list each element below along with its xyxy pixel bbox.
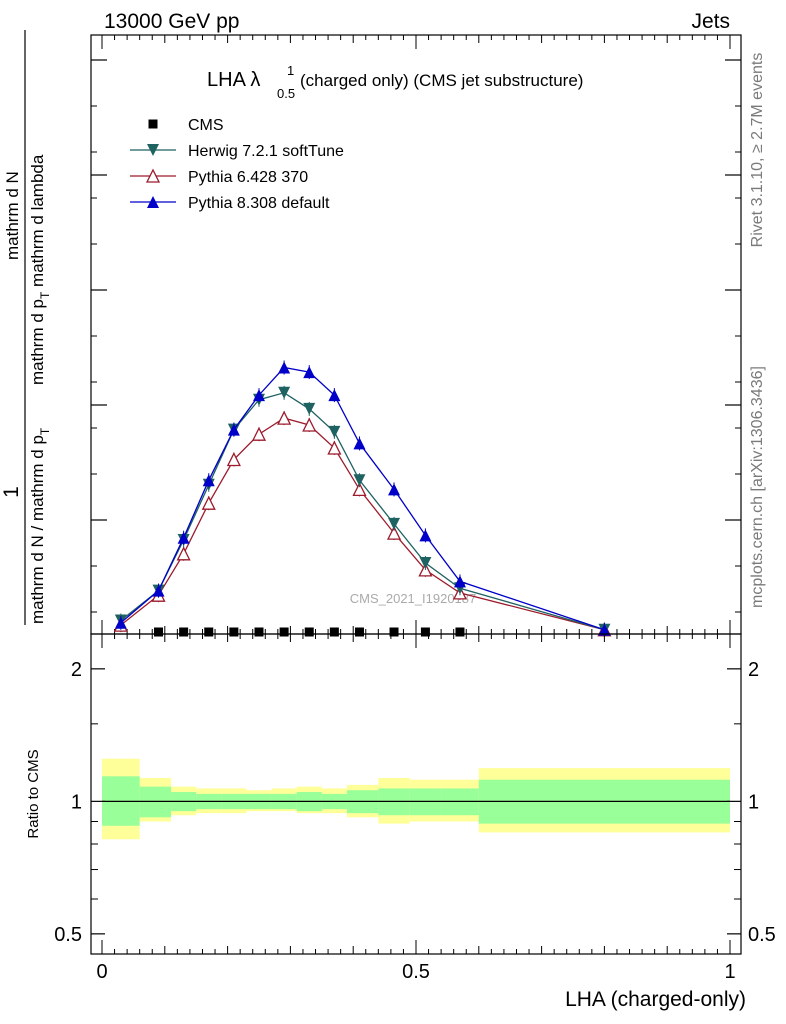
data-point <box>453 575 466 588</box>
legend-entry: CMS <box>148 117 224 134</box>
ratio-xlabel: LHA (charged-only) <box>565 988 746 1011</box>
header-right: Jets <box>691 10 730 33</box>
data-point <box>353 474 366 487</box>
ylabel-top-a: mathrm d <box>3 188 22 260</box>
series-cms <box>154 627 465 637</box>
legend-entry: Pythia 6.428 370 <box>130 168 308 186</box>
ylabel-den-left: mathrm d N / mathrm d p <box>28 435 47 624</box>
data-point <box>253 389 265 402</box>
ratio-ytick-label-right: 2 <box>748 659 759 681</box>
data-point-cms <box>279 627 289 637</box>
data-point <box>419 557 432 569</box>
series-line <box>120 392 605 631</box>
legend-marker <box>148 119 158 129</box>
ratio-ytick-label: 2 <box>71 659 82 681</box>
data-point-cms <box>354 627 364 637</box>
rivet-label: Rivet 3.1.10, ≥ 2.7M events <box>749 53 766 248</box>
series-line <box>120 366 605 631</box>
data-point-cms <box>179 627 189 637</box>
data-point <box>352 481 367 497</box>
ylabel-den-sub: T <box>38 427 52 435</box>
data-point <box>327 440 342 455</box>
ratio-xtick-label: 0 <box>96 961 107 983</box>
data-point-cms <box>229 627 239 637</box>
legend-entry: Pythia 8.308 default <box>130 195 330 212</box>
data-point <box>419 529 432 542</box>
data-point <box>328 389 341 402</box>
data-point <box>328 425 341 438</box>
data-point <box>278 386 291 399</box>
data-point <box>177 531 190 544</box>
title-rest: (charged only) (CMS jet substructure) <box>300 71 583 90</box>
ylabel-bot-a: mathrm d p <box>28 299 47 385</box>
ylabel-bot-b: mathrm d lambda <box>28 154 47 287</box>
data-point <box>303 366 316 379</box>
svg-text:mathrm d N / mathrm d pT: mathrm d N / mathrm d pT <box>28 427 52 624</box>
legend-marker <box>145 168 161 183</box>
ratio-layer <box>102 758 730 840</box>
watermark: CMS_2021_I1920187 <box>350 591 477 606</box>
svg-text:mathrm d N: mathrm d N <box>3 171 22 260</box>
main-title: LHA λ 1 0.5 (charged only) (CMS jet subs… <box>207 63 583 101</box>
ratio-xtick-label: 0.5 <box>402 961 430 983</box>
data-point <box>226 452 241 467</box>
legend-label: Pythia 8.308 default <box>188 195 330 212</box>
data-point-cms <box>455 627 465 637</box>
ratio-ytick-label-right: 0.5 <box>748 924 776 946</box>
svg-text:LHA λ: LHA λ <box>207 69 260 91</box>
ylabel-bot-sub: T <box>38 291 52 299</box>
data-point <box>202 474 215 487</box>
data-point <box>251 426 267 441</box>
legend: CMS Herwig 7.2.1 softTune Pythia 6.428 370… <box>130 117 344 212</box>
data-point <box>388 517 401 530</box>
data-point-cms <box>420 627 430 637</box>
ratio-ylabel: Ratio to CMS <box>25 749 42 838</box>
legend-label: CMS <box>188 117 224 134</box>
legend-marker <box>147 144 159 156</box>
data-point <box>598 623 611 636</box>
data-point-cms <box>254 627 264 637</box>
title-main: LHA λ <box>207 69 260 91</box>
data-point <box>386 525 402 540</box>
ratio-band-inner <box>139 786 172 818</box>
series-line <box>120 417 605 631</box>
data-point-cms <box>329 627 339 637</box>
data-point-cms <box>154 627 164 637</box>
legend-entry: Herwig 7.2.1 softTune <box>130 143 344 160</box>
legend-label: Pythia 6.428 370 <box>188 169 308 186</box>
data-point <box>152 584 165 597</box>
ylabel-num: 1 <box>0 486 23 498</box>
data-point <box>278 361 291 374</box>
svg-text:mathrm d pT mathrm d lambda: mathrm d pT mathrm d lambda <box>28 154 52 385</box>
legend-marker <box>147 196 159 208</box>
data-point <box>201 495 216 510</box>
data-point <box>303 402 316 415</box>
ratio-plot-ticks: 0.5 0.5 1 1 2 2 0 0.5 1 <box>54 634 776 983</box>
data-point-cms <box>204 627 214 637</box>
data-point <box>388 483 401 496</box>
data-point <box>353 437 366 450</box>
title-sub: 0.5 <box>277 86 295 101</box>
ylabel-top-b: N <box>3 171 22 183</box>
data-point <box>227 423 240 436</box>
data-point <box>176 546 191 561</box>
ratio-ytick-label-right: 1 <box>748 791 759 813</box>
ratio-xtick-label: 1 <box>724 961 735 983</box>
data-point-cms <box>304 627 314 637</box>
data-point <box>302 417 317 432</box>
header-left: 13000 GeV pp <box>104 10 239 33</box>
series-pythia-6-428-370 <box>113 410 612 637</box>
data-point <box>114 616 127 629</box>
ratio-ytick-label: 0.5 <box>54 924 82 946</box>
ratio-ytick-label: 1 <box>71 791 82 813</box>
main-ylabel: 1 mathrm d N / mathrm d pT mathrm d N ma… <box>0 30 52 625</box>
mcplots-label: mcplots.cern.ch [arXiv:1306.3436] <box>749 366 766 608</box>
legend-label: Herwig 7.2.1 softTune <box>188 143 344 160</box>
title-sup: 1 <box>287 63 294 78</box>
data-point <box>277 410 292 425</box>
data-point-cms <box>389 627 399 637</box>
